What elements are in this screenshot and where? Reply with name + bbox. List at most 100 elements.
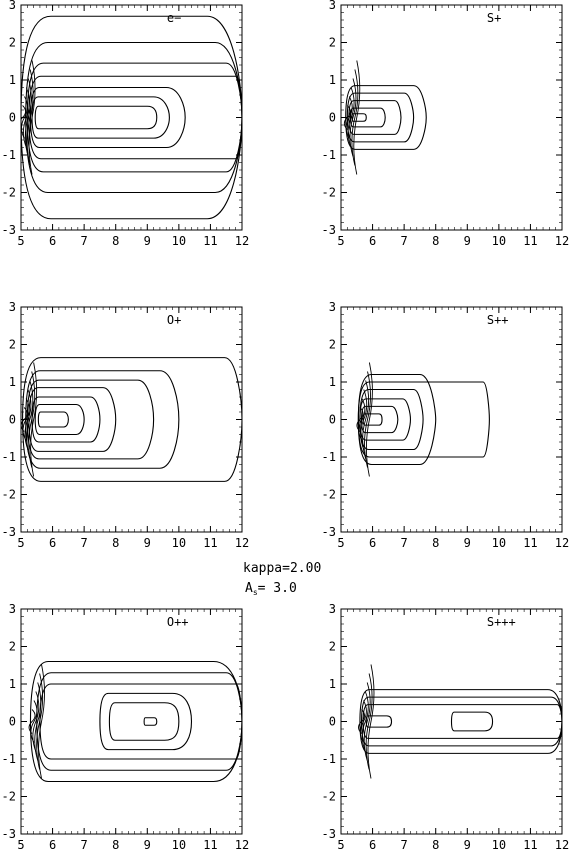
contour-line	[359, 689, 562, 754]
x-tick-label: 5	[17, 234, 24, 248]
y-tick-label: 2	[329, 338, 336, 352]
plot-frame	[340, 4, 563, 231]
x-tick-label: 9	[464, 838, 471, 852]
contour-wiggle	[24, 78, 32, 157]
y-tick-label: -3	[322, 525, 336, 539]
contour-line	[360, 405, 399, 434]
x-tick-label: 10	[492, 234, 506, 248]
x-tick-label: 6	[369, 234, 376, 248]
x-tick-label: 11	[203, 536, 217, 550]
x-tick-label: 11	[523, 536, 537, 550]
x-tick-label: 5	[337, 536, 344, 550]
x-tick-label: 9	[144, 234, 151, 248]
contour-line	[34, 105, 158, 130]
contour-wiggle	[30, 700, 38, 743]
contour-wiggle	[26, 69, 34, 166]
y-tick-label: 0	[9, 111, 16, 125]
contour-wiggle	[362, 380, 370, 459]
y-tick-label: 0	[329, 111, 336, 125]
contour-line	[29, 86, 186, 149]
contour-wiggle	[364, 371, 371, 468]
contour-line	[22, 357, 242, 482]
contour-line	[25, 370, 180, 469]
kappa-label: kappa=2.00	[243, 561, 321, 576]
y-tick-label: 0	[9, 715, 16, 729]
x-tick-label: 5	[17, 536, 24, 550]
y-tick-label: 0	[9, 413, 16, 427]
contour-line	[34, 403, 85, 436]
x-tick-label: 9	[144, 838, 151, 852]
contour-wiggle	[351, 69, 359, 166]
contour-wiggle	[32, 691, 40, 752]
x-tick-label: 12	[235, 234, 249, 248]
contour-line	[143, 717, 158, 726]
contour-wiggle	[26, 380, 34, 459]
x-tick-label: 8	[112, 234, 119, 248]
contour-wiggle	[360, 389, 368, 450]
contour-group	[28, 660, 242, 783]
x-tick-label: 9	[144, 536, 151, 550]
x-tick-label: 7	[401, 536, 408, 550]
x-tick-label: 7	[81, 234, 88, 248]
x-tick-label: 12	[235, 838, 249, 852]
x-tick-label: 5	[337, 838, 344, 852]
contour-wiggle	[349, 78, 357, 157]
y-tick-label: -3	[322, 223, 336, 237]
x-tick-label: 6	[49, 234, 56, 248]
contour-line	[108, 702, 180, 741]
contour-wiggle	[24, 389, 32, 450]
y-tick-label: -2	[322, 790, 336, 804]
x-tick-label: 5	[337, 234, 344, 248]
y-tick-label: -1	[2, 450, 16, 464]
contour-wiggle	[36, 673, 44, 770]
contour-wiggle	[347, 87, 355, 148]
contour-line	[31, 396, 101, 443]
contour-wiggle	[343, 105, 351, 130]
x-tick-label: 8	[112, 838, 119, 852]
y-tick-label: 2	[329, 36, 336, 50]
y-tick-label: -3	[2, 223, 16, 237]
y-tick-label: 2	[9, 36, 16, 50]
x-tick-label: 9	[464, 536, 471, 550]
y-tick-label: 0	[329, 715, 336, 729]
contour-line	[345, 85, 427, 150]
panel-title: S+++	[487, 615, 516, 629]
contour-line	[359, 388, 424, 451]
y-tick-label: -2	[322, 488, 336, 502]
contour-group	[343, 60, 427, 175]
contour-wiggle	[363, 682, 371, 761]
y-tick-label: -1	[322, 752, 336, 766]
y-tick-label: -1	[322, 148, 336, 162]
plot-frame	[20, 306, 243, 533]
y-tick-label: 3	[329, 300, 336, 314]
x-tick-label: 12	[555, 838, 569, 852]
plot-frame	[340, 306, 563, 533]
x-tick-label: 6	[49, 838, 56, 852]
x-tick-label: 6	[369, 536, 376, 550]
x-tick-label: 10	[492, 838, 506, 852]
contour-wiggle	[345, 96, 353, 139]
x-tick-label: 8	[432, 234, 439, 248]
panel-title: S++	[487, 313, 509, 327]
y-tick-label: 0	[329, 413, 336, 427]
contour-line	[26, 379, 155, 460]
x-tick-label: 8	[432, 536, 439, 550]
x-tick-label: 12	[235, 536, 249, 550]
as-label: As= 3.0	[245, 581, 297, 597]
contour-wiggle	[356, 407, 364, 432]
contour-wiggle	[367, 664, 375, 779]
contour-group	[356, 362, 490, 477]
x-tick-label: 11	[203, 234, 217, 248]
panel-title: O++	[167, 615, 189, 629]
x-tick-label: 12	[555, 536, 569, 550]
contour-line	[25, 41, 242, 194]
contour-line	[29, 660, 242, 783]
x-tick-label: 8	[112, 536, 119, 550]
contour-wiggle	[358, 398, 366, 441]
y-tick-label: -1	[2, 752, 16, 766]
y-tick-label: 3	[9, 602, 16, 616]
y-tick-label: 1	[9, 375, 16, 389]
